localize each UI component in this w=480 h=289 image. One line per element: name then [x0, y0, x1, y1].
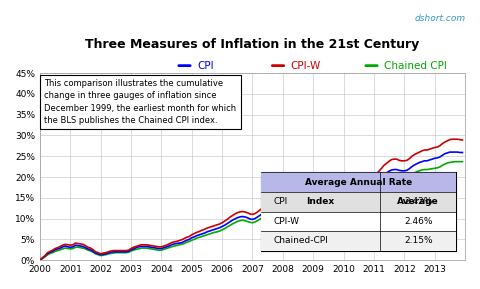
FancyBboxPatch shape	[261, 172, 456, 251]
FancyBboxPatch shape	[261, 231, 456, 251]
Text: This comparison illustrates the cumulative
change in three gauges of inflation s: This comparison illustrates the cumulati…	[44, 79, 236, 125]
Text: Chained CPI: Chained CPI	[384, 61, 447, 71]
FancyBboxPatch shape	[261, 172, 456, 192]
FancyBboxPatch shape	[261, 192, 456, 212]
Text: Chained-CPI: Chained-CPI	[274, 236, 328, 245]
Text: Index: Index	[306, 197, 335, 206]
Text: CPI: CPI	[274, 197, 288, 206]
FancyBboxPatch shape	[261, 192, 456, 212]
Text: CPI-W: CPI-W	[291, 61, 321, 71]
Text: CPI-W: CPI-W	[274, 217, 300, 226]
FancyBboxPatch shape	[261, 212, 456, 231]
Text: 2.42%: 2.42%	[404, 197, 432, 206]
Text: Average Annual Rate: Average Annual Rate	[305, 177, 412, 187]
Text: dshort.com: dshort.com	[414, 14, 466, 23]
Text: CPI: CPI	[197, 61, 214, 71]
FancyBboxPatch shape	[261, 172, 456, 192]
Text: 2.46%: 2.46%	[404, 217, 432, 226]
Text: Average: Average	[397, 197, 439, 206]
Text: 2.15%: 2.15%	[404, 236, 432, 245]
Title: Three Measures of Inflation in the 21st Century: Three Measures of Inflation in the 21st …	[85, 38, 420, 51]
